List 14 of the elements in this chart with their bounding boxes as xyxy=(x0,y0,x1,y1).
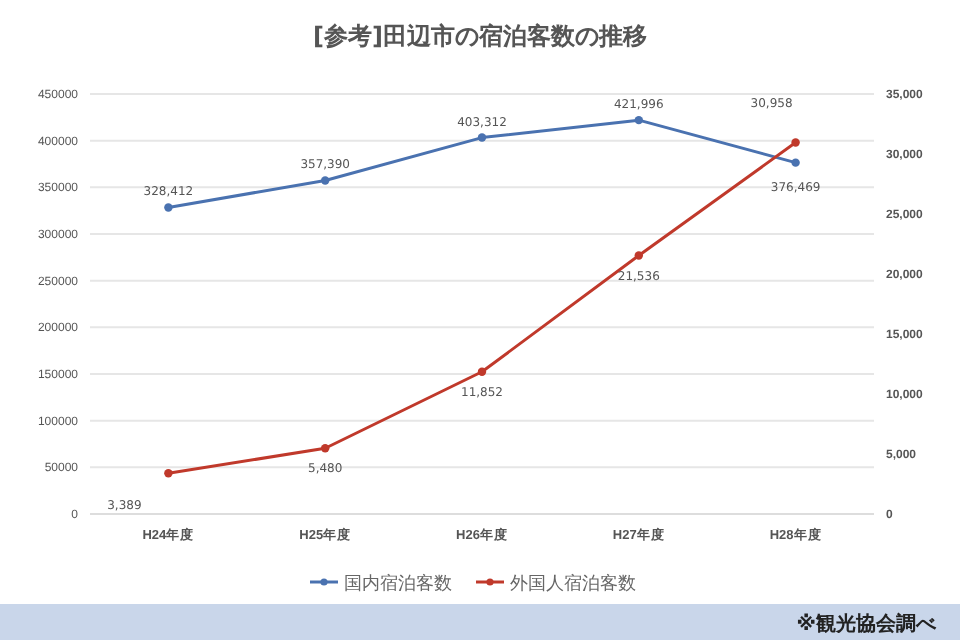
point xyxy=(320,176,330,185)
point xyxy=(164,469,173,478)
point xyxy=(791,158,800,167)
point xyxy=(791,138,800,147)
point xyxy=(320,444,330,453)
point xyxy=(634,251,644,260)
text: ※観光協会調べ xyxy=(796,612,938,636)
legend-label: 国内宿泊客数 xyxy=(344,573,452,595)
legend-label: 外国人宿泊客数 xyxy=(510,573,636,595)
point xyxy=(164,203,173,212)
chart-title: [参考]田辺市の宿泊客数の推移 xyxy=(313,22,647,50)
point xyxy=(477,133,487,142)
point xyxy=(634,115,644,125)
point xyxy=(477,367,487,376)
